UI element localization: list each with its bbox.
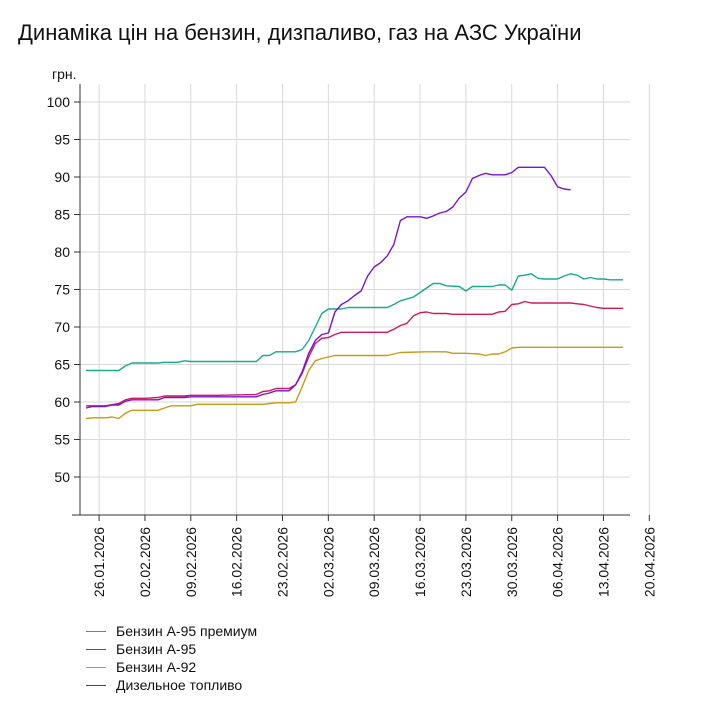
chart-title: Динаміка цін на бензин, дизпаливо, газ н… bbox=[18, 20, 582, 45]
x-tick-label-12: 20.04.2026 bbox=[641, 527, 657, 597]
y-tick-label-100: 100 bbox=[47, 94, 71, 110]
y-tick-label-70: 70 bbox=[54, 319, 70, 335]
y-axis-unit-label: грн. bbox=[52, 66, 77, 82]
series-line-1 bbox=[86, 300, 624, 407]
x-tick-label-6: 09.03.2026 bbox=[366, 527, 382, 597]
legend-swatch-2 bbox=[86, 666, 106, 668]
legend-swatch-0 bbox=[86, 630, 106, 632]
legend-label-1: Бензин А-95 bbox=[116, 641, 197, 657]
x-tick-label-11: 13.04.2026 bbox=[595, 527, 611, 597]
y-axis-ticks: 50 55 60 65 70 75 80 85 90 95 100 bbox=[47, 94, 80, 485]
series-line-2 bbox=[85, 346, 624, 420]
legend-label-0: Бензин А-95 премиум bbox=[116, 623, 258, 639]
legend-item-1: Бензин А-95 bbox=[86, 640, 257, 658]
legend-item-0: Бензин А-95 премиум bbox=[86, 622, 257, 640]
y-tick-label-95: 95 bbox=[54, 132, 70, 148]
x-tick-label-2: 09.02.2026 bbox=[183, 527, 199, 597]
x-tick-label-0: 26.01.2026 bbox=[91, 527, 107, 597]
x-tick-label-7: 16.03.2026 bbox=[412, 527, 428, 597]
y-tick-label-65: 65 bbox=[54, 357, 70, 373]
y-tick-label-55: 55 bbox=[54, 432, 70, 448]
y-tick-label-60: 60 bbox=[54, 394, 70, 410]
legend-item-2: Бензин А-92 bbox=[86, 658, 257, 676]
y-tick-label-80: 80 bbox=[54, 244, 70, 260]
grid-horizontal-lines bbox=[80, 101, 630, 478]
series-line-0 bbox=[86, 273, 624, 372]
y-tick-label-50: 50 bbox=[54, 469, 70, 485]
legend-swatch-3 bbox=[86, 684, 106, 686]
grid-vertical-lines bbox=[98, 84, 650, 515]
x-tick-label-10: 06.04.2026 bbox=[550, 527, 566, 597]
legend-label-3: Дизельное топливо bbox=[116, 677, 243, 693]
legend: Бензин А-95 премиум Бензин А-95 Бензин А-9… bbox=[86, 622, 257, 694]
legend-swatch-1 bbox=[86, 648, 106, 650]
series-lines bbox=[85, 166, 624, 420]
y-tick-label-90: 90 bbox=[54, 169, 70, 185]
legend-item-3: Дизельное топливо bbox=[86, 676, 257, 694]
x-tick-label-8: 23.03.2026 bbox=[458, 527, 474, 597]
x-tick-label-3: 16.02.2026 bbox=[229, 527, 245, 597]
x-tick-label-9: 30.03.2026 bbox=[504, 527, 520, 597]
x-tick-label-1: 02.02.2026 bbox=[137, 527, 153, 597]
legend-label-2: Бензин А-92 bbox=[116, 659, 197, 675]
x-tick-label-4: 23.02.2026 bbox=[275, 527, 291, 597]
y-tick-label-75: 75 bbox=[54, 282, 70, 298]
x-axis-ticks: 26.01.2026 02.02.2026 09.02.2026 16.02.2026… bbox=[91, 515, 657, 597]
x-tick-label-5: 02.03.2026 bbox=[320, 527, 336, 597]
y-tick-label-85: 85 bbox=[54, 207, 70, 223]
series-line-3 bbox=[85, 166, 571, 409]
